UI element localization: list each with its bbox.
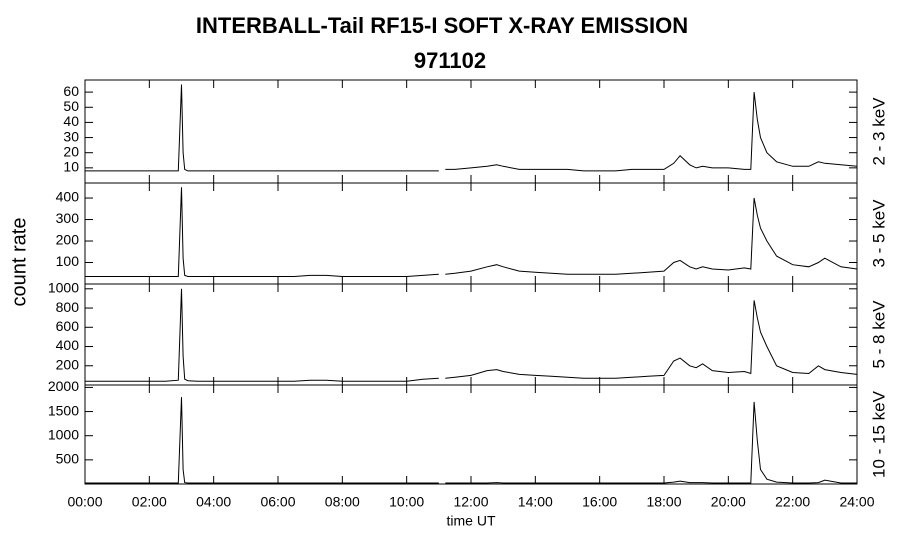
y-tick-label: 300	[56, 210, 80, 226]
y-tick-label: 60	[63, 83, 79, 99]
x-axis-label: time UT	[447, 513, 496, 529]
y-tick-label: 50	[63, 98, 79, 114]
chart-title: INTERBALL-Tail RF15-I SOFT X-RAY EMISSIO…	[196, 13, 688, 38]
x-tick-label: 12:00	[453, 494, 488, 510]
x-tick-label: 02:00	[132, 494, 167, 510]
x-tick-label: 14:00	[518, 494, 553, 510]
x-tick-label: 04:00	[196, 494, 231, 510]
y-tick-label: 600	[56, 318, 80, 334]
y-tick-label: 2000	[48, 378, 79, 394]
panel-label: 10 - 15 keV	[869, 390, 888, 478]
panel-label: 5 - 8 keV	[869, 300, 888, 369]
x-tick-label: 06:00	[260, 494, 295, 510]
y-tick-label: 100	[56, 253, 80, 269]
panel-frame	[84, 182, 858, 285]
y-axis-label: count rate	[8, 218, 30, 307]
x-tick-label: 00:00	[67, 494, 102, 510]
data-line	[85, 187, 858, 277]
y-tick-label: 40	[63, 113, 79, 129]
x-tick-label: 10:00	[389, 494, 424, 510]
y-tick-label: 1500	[48, 402, 79, 418]
x-tick-label: 22:00	[775, 494, 810, 510]
data-line	[85, 288, 858, 382]
panel-frame	[84, 283, 858, 386]
y-tick-label: 400	[56, 337, 80, 353]
y-tick-label: 1000	[48, 280, 79, 296]
x-tick-label: 24:00	[839, 494, 874, 510]
panel-label: 3 - 5 keV	[869, 199, 888, 268]
data-line	[85, 397, 857, 484]
data-line	[85, 84, 858, 172]
y-tick-label: 30	[63, 128, 79, 144]
y-tick-label: 200	[56, 232, 80, 248]
x-tick-label: 18:00	[646, 494, 681, 510]
panel-label: 2 - 3 keV	[869, 97, 888, 166]
chart-subtitle: 971102	[414, 48, 486, 73]
y-tick-label: 800	[56, 299, 80, 315]
y-tick-label: 20	[63, 143, 79, 159]
panel-frame	[84, 384, 858, 485]
y-tick-label: 500	[56, 451, 80, 467]
x-tick-label: 16:00	[582, 494, 617, 510]
y-tick-label: 1000	[48, 426, 79, 442]
y-tick-label: 400	[56, 189, 80, 205]
y-tick-label: 200	[56, 356, 80, 372]
y-tick-label: 10	[63, 159, 79, 175]
x-tick-label: 20:00	[711, 494, 746, 510]
x-tick-label: 08:00	[325, 494, 360, 510]
